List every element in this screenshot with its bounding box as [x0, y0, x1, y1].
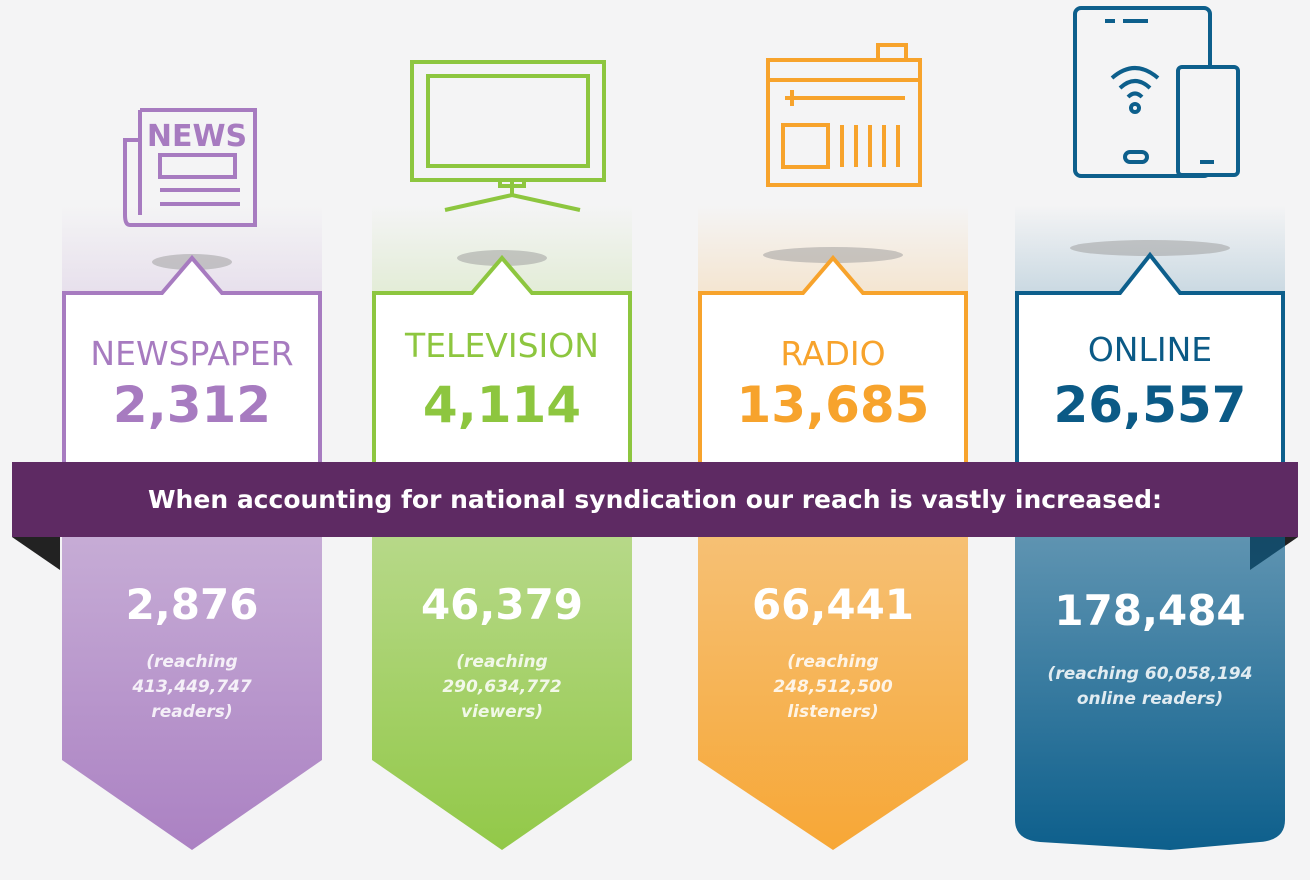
banner: When accounting for national syndication… [12, 462, 1298, 537]
reach-text: (reaching 60,058,194 online readers) [1047, 664, 1253, 709]
column-label: NEWSPAPER [90, 334, 294, 373]
column-label: RADIO [780, 334, 886, 373]
tv-icon [410, 60, 606, 212]
icon-label: NEWS [147, 119, 247, 154]
syndicated-count: 66,441 [751, 580, 915, 629]
reach-text: (reaching 413,449,747 readers) [132, 652, 252, 722]
syndicated-count: 178,484 [1054, 586, 1246, 635]
banner-fold [12, 537, 60, 570]
column-label: ONLINE [1087, 330, 1213, 369]
column-count: 13,685 [736, 376, 930, 434]
reach-text: (reaching 290,634,772 viewers) [442, 652, 562, 722]
syndicated-count: 46,379 [420, 580, 584, 629]
column-count: 4,114 [422, 376, 582, 434]
syndicated-count: 2,876 [125, 580, 259, 629]
reach-text: (reaching 248,512,500 listeners) [773, 652, 893, 722]
column-count: 2,312 [112, 376, 272, 434]
radio-icon [766, 43, 922, 187]
devices-icon [1073, 6, 1240, 178]
column-label: TELEVISION [405, 326, 599, 365]
newspaper-icon: NEWS [123, 108, 257, 227]
column-count: 26,557 [1053, 376, 1247, 434]
